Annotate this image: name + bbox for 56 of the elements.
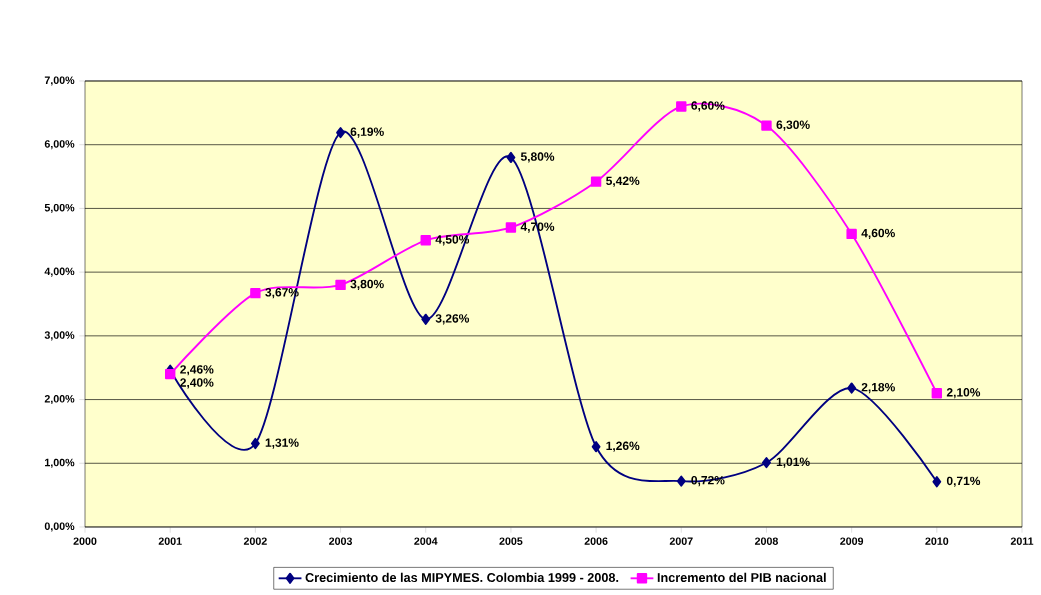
point — [846, 228, 857, 240]
data-label: 1,26% — [606, 441, 640, 452]
x-tick-label: 2002 — [243, 537, 267, 545]
data-label: 4,60% — [861, 228, 895, 240]
y-tick-label: 3,00% — [44, 331, 75, 341]
x-tick-label: 2010 — [925, 537, 949, 545]
data-label: 2,18% — [861, 382, 895, 394]
y-tick-label: 2,00% — [44, 395, 75, 405]
point — [164, 368, 176, 380]
x-tick-label: 2009 — [840, 537, 864, 545]
point — [250, 287, 261, 299]
point — [676, 101, 687, 112]
y-tick-label: 7,00% — [44, 76, 75, 86]
point — [676, 475, 686, 487]
x-tick-label: 2000 — [73, 537, 97, 545]
y-tick-label: 6,00% — [44, 140, 75, 150]
y-tick-label: 4,00% — [44, 267, 75, 277]
y-tick-label: 1,00% — [45, 458, 75, 468]
y-tick-label: 5,00% — [44, 203, 75, 213]
data-label: 3,26% — [435, 314, 470, 325]
point — [505, 222, 517, 233]
data-label: 1,01% — [776, 457, 810, 468]
point — [591, 441, 601, 453]
x-tick-label: 2011 — [1010, 537, 1034, 545]
x-tick-label: 2003 — [329, 537, 353, 545]
data-label: 5,80% — [520, 152, 555, 163]
point — [421, 313, 431, 325]
point — [762, 457, 771, 469]
x-tick-label: 2004 — [414, 537, 438, 545]
x-tick-label: 2005 — [499, 537, 523, 545]
x-tick-label: 2006 — [584, 537, 608, 545]
point — [761, 120, 772, 131]
data-label: 3,80% — [350, 279, 384, 290]
y-tick-label: 0,00% — [44, 522, 75, 532]
data-label: 5,42% — [606, 176, 640, 187]
point — [336, 127, 345, 139]
data-label: 2,46% — [180, 365, 214, 376]
data-label: 6,19% — [350, 127, 384, 138]
point — [250, 437, 260, 450]
point — [847, 382, 857, 394]
legend-label: Incremento del PIB nacional — [657, 572, 826, 583]
legend-label: Crecimiento de las MIPYMES. Colombia 1999 - 2008. — [305, 572, 619, 583]
data-label: 0,71% — [946, 476, 981, 487]
point — [931, 387, 943, 399]
data-label: 2,40% — [180, 378, 214, 389]
x-tick-label: 2007 — [669, 537, 693, 545]
point — [590, 176, 602, 187]
point — [506, 151, 516, 164]
x-tick-label: 2008 — [754, 537, 778, 545]
point — [932, 476, 942, 488]
data-label: 2,10% — [946, 388, 981, 399]
data-label: 1,31% — [265, 438, 299, 449]
data-label: 6,30% — [776, 120, 810, 131]
point — [420, 235, 431, 246]
x-tick-label: 2001 — [158, 537, 182, 545]
point — [335, 279, 346, 291]
